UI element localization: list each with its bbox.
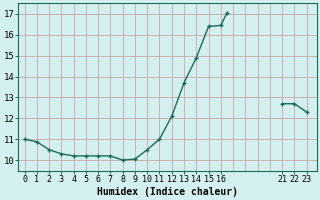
X-axis label: Humidex (Indice chaleur): Humidex (Indice chaleur) bbox=[97, 186, 238, 197]
